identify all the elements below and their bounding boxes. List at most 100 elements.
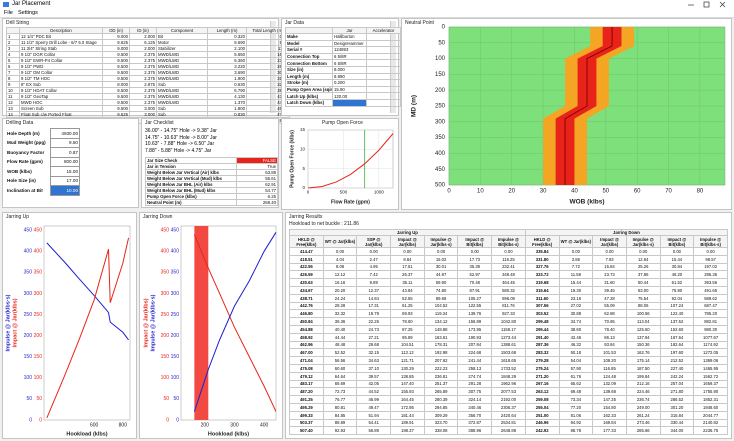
table-cell: 23.16 xyxy=(558,293,594,303)
table-cell: 0.00 xyxy=(423,247,459,256)
table-cell: 34.63 xyxy=(356,356,392,365)
table-cell: 286.52 xyxy=(659,395,695,404)
checklist-line: 14.75" - 10.63" Hole -> 8.00" Jar xyxy=(145,134,217,141)
table-cell xyxy=(366,33,401,41)
table-cell: 242.92 xyxy=(524,426,560,436)
table-cell: 0.00 xyxy=(491,247,526,256)
table-cell xyxy=(366,79,401,87)
table-cell: 8.84 xyxy=(390,254,425,264)
table-cell: 309.29 xyxy=(423,410,459,420)
table-row: 483.17 68.69 42.05 147.40 251.37 291.28 1962.9… xyxy=(289,379,728,389)
table-cell: 785.20 xyxy=(693,309,728,319)
table-cell: 88.89 xyxy=(322,418,358,428)
table-cell: 164.45 xyxy=(390,395,425,404)
table-cell: 124.48 xyxy=(592,371,627,381)
checklist-table: Jar Size Check FALSE Jar in Tension True Wei… xyxy=(145,157,278,206)
panel-title: Jar Checklist xyxy=(145,120,174,126)
table-cell: 25.26 xyxy=(625,262,661,272)
table-cell: 1369.06 xyxy=(693,356,728,365)
table-cell: 192.98 xyxy=(423,348,459,358)
table-cell: 323.72 xyxy=(524,270,560,280)
table-cell: 61.52 xyxy=(659,278,695,287)
table-cell: 295.35 xyxy=(693,270,728,280)
table-cell: 267.16 xyxy=(524,379,560,389)
menu-item[interactable]: File xyxy=(4,10,13,16)
table-cell: 495.29 xyxy=(289,402,324,412)
table-cell: 56.89 xyxy=(356,426,392,436)
table-cell: 92.93 xyxy=(322,426,358,436)
table-cell xyxy=(366,52,401,61)
table-cell: 69.48 xyxy=(558,387,594,397)
table-cell: 77.20 xyxy=(558,402,594,412)
table-cell: 76.80 xyxy=(659,285,695,295)
table-cell: 212.16 xyxy=(625,379,661,389)
table-cell: 335.84 xyxy=(524,247,560,256)
table-cell: 580.32 xyxy=(491,285,526,295)
window-controls[interactable] xyxy=(684,0,732,9)
table-cell: Connection Top xyxy=(285,52,333,61)
table-cell: 283.32 xyxy=(524,348,560,358)
table-cell: 414.47 xyxy=(289,247,324,256)
table-cell: 109.20 xyxy=(592,356,627,365)
table-cell: 187.50 xyxy=(625,363,661,373)
table-cell: 1948.60 xyxy=(693,402,728,412)
table-cell: 323.70 xyxy=(423,418,459,428)
table-cell: 311.60 xyxy=(524,293,560,303)
table-cell: 15.90 xyxy=(332,85,367,94)
table-cell: 189.91 xyxy=(390,418,425,428)
table-cell: 303.52 xyxy=(524,309,560,319)
header-row: Jar Accelerator xyxy=(285,27,401,34)
table-row: 495.29 80.81 49.47 172.95 294.85 340.46 2306.3… xyxy=(289,402,728,412)
table-cell: 271.80 xyxy=(659,387,695,397)
table-cell: 24.73 xyxy=(356,324,392,334)
table-cell: 74.80 xyxy=(423,285,459,295)
table-cell: 2192.00 xyxy=(491,395,526,404)
table-cell: 475.08 xyxy=(289,363,324,373)
table-cell: 70.65 xyxy=(592,317,627,326)
table-cell: 181.44 xyxy=(390,410,425,420)
table-cell: 46.20 xyxy=(659,270,695,280)
table-cell: 257.04 xyxy=(659,379,695,389)
table-cell: 687.47 xyxy=(693,301,728,311)
table-cell: 46.32 xyxy=(558,340,594,350)
table-row: Pump Open Area (sqin) 15.90 xyxy=(285,85,401,94)
table-cell: 344.00 xyxy=(659,426,695,436)
menu-item[interactable]: Settings xyxy=(18,10,38,16)
table-cell: 251.00 xyxy=(524,410,560,420)
table-cell: 1733.52 xyxy=(491,363,526,373)
table-cell: 125.50 xyxy=(625,324,661,334)
header-cell: Impact @ Jar(klbs) xyxy=(592,235,627,248)
table-cell: 88.78 xyxy=(558,426,594,436)
header-cell: SSP @ Jar(klbs) xyxy=(356,235,392,248)
table-cell: 72.73 xyxy=(322,387,358,397)
table-cell: 155.93 xyxy=(390,387,425,397)
table-cell: 462.96 xyxy=(289,340,324,350)
table-cell: 29.68 xyxy=(356,340,392,350)
panel-title: Pump Open Force xyxy=(322,120,363,126)
table-cell: 980.30 xyxy=(693,324,728,334)
table-cell: 87.25 xyxy=(390,324,425,334)
table-cell: 47.28 xyxy=(592,293,627,303)
table-cell: 467.00 xyxy=(289,348,324,358)
table-row: 487.20 72.73 44.52 155.93 265.89 307.75 2077.5… xyxy=(289,387,728,397)
table-cell: 35.39 xyxy=(457,262,493,272)
menu-bar: File Settings xyxy=(0,9,734,18)
table-cell: 44.52 xyxy=(356,387,392,397)
table-cell: 39.57 xyxy=(356,371,392,381)
table-cell: 34.74 xyxy=(558,317,594,326)
table-cell: 294.85 xyxy=(423,402,459,412)
table-cell: 2648.88 xyxy=(491,426,526,436)
table-row: 454.88 40.40 24.73 87.25 148.88 173.95 1158.17… xyxy=(289,324,728,334)
table-cell: 442.76 xyxy=(289,301,324,311)
table-cell: 120.00 xyxy=(332,92,367,100)
table-cell: 265.89 xyxy=(423,387,459,397)
table-cell: Make xyxy=(285,33,333,41)
table-cell: 430.63 xyxy=(289,278,324,287)
table-row: Latch Down (klbs) 80.00 xyxy=(285,98,401,107)
table-row: 462.96 48.48 29.68 104.51 178.31 207.84 1388.6… xyxy=(289,340,728,350)
table-cell: 263.12 xyxy=(524,387,560,397)
field-label: Mud Weight (ppg) xyxy=(7,140,46,146)
